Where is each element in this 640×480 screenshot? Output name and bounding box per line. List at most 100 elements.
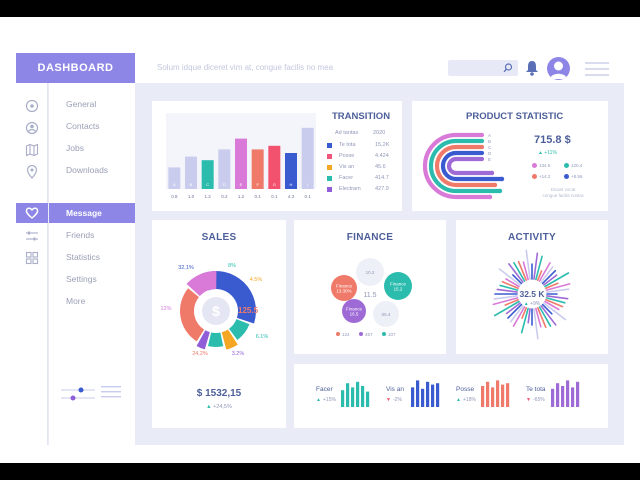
product-delta-text: +11% <box>544 150 557 156</box>
avatar[interactable] <box>547 57 570 80</box>
bubble-label: 05.4 <box>382 312 391 317</box>
finance-bubble[interactable] <box>342 299 366 323</box>
product-caption-line2: congue facilis nostra <box>542 193 584 198</box>
sidebar-item-friends[interactable]: Friends <box>66 230 95 240</box>
activity-ray <box>513 262 526 282</box>
sidebar-item-jobs[interactable]: Jobs <box>66 143 84 153</box>
finance-bubble[interactable] <box>331 275 357 301</box>
sidebar-item-more[interactable]: More <box>66 296 86 306</box>
list-lines-icon[interactable] <box>101 386 121 398</box>
transition-bar[interactable] <box>251 149 264 189</box>
category-tick-label: 4.3 <box>288 194 295 199</box>
transition-bar[interactable] <box>285 153 297 189</box>
finance-center-value: 11.5 <box>363 292 376 299</box>
slice-label: 3.2% <box>232 351 245 357</box>
activity-ray <box>533 308 539 340</box>
transition-bar-chart: A 0.8 B 1.0 C 1.2 D 0.2 E 1.2 F 0.1 G 0.1 H 4.3 I 0.1 <box>166 113 316 199</box>
product-legend-item: 134.5 <box>532 163 550 169</box>
product-arc[interactable] <box>440 150 505 182</box>
activity-ray <box>538 306 552 327</box>
mini-bar <box>361 386 365 407</box>
legend-value: 4.424 <box>375 153 389 159</box>
slice-label: 4.5% <box>250 277 263 283</box>
activity-ray <box>512 306 526 327</box>
legend-label: Vis an <box>339 164 355 170</box>
map-icon[interactable] <box>25 143 39 157</box>
hamburger-menu-icon[interactable] <box>585 62 609 76</box>
target-icon[interactable] <box>25 99 39 113</box>
bell-icon[interactable] <box>524 59 540 77</box>
activity-ray <box>543 274 558 286</box>
bar-letter-label: B <box>190 182 193 187</box>
mini-bar <box>576 381 580 407</box>
transition-legend-item: Vis an 45.6 <box>327 163 397 173</box>
activity-ray <box>499 284 519 291</box>
transition-bar[interactable] <box>218 149 231 189</box>
user-icon[interactable] <box>25 121 39 135</box>
sales-slice[interactable] <box>208 332 224 347</box>
legend-label: Te tota <box>339 142 356 148</box>
transition-bar[interactable] <box>235 138 247 189</box>
search-input[interactable] <box>448 60 518 76</box>
transition-bar[interactable] <box>168 167 181 189</box>
arc-letter-label: A <box>488 133 491 138</box>
sidebar-item-downloads[interactable]: Downloads <box>66 165 109 175</box>
sidebar-item-general[interactable]: General <box>66 99 97 109</box>
slice-label: 8% <box>228 263 236 269</box>
sales-slice[interactable] <box>180 288 205 342</box>
sidebar-item-contacts[interactable]: Contacts <box>66 121 100 131</box>
finance-bubble[interactable] <box>356 258 384 286</box>
mini-bar <box>421 388 425 407</box>
product-arc[interactable] <box>428 138 503 194</box>
bubble-label: Finance <box>390 282 407 287</box>
activity-ray <box>505 278 520 288</box>
activity-ray <box>533 252 539 280</box>
activity-ray <box>493 295 518 300</box>
finance-card: FINANCE 10.2 Finance 15.2 Finance 13.30% Fina… <box>294 220 446 354</box>
location-pin-icon[interactable] <box>25 165 39 179</box>
legend-swatch <box>327 143 332 148</box>
table-header-name: Ad tantas <box>335 130 359 136</box>
activity-ray <box>505 302 521 315</box>
activity-radial-chart <box>492 249 571 340</box>
transition-bar[interactable] <box>268 145 281 189</box>
activity-ray <box>501 280 519 290</box>
product-legend-label: 120.4 <box>571 163 583 168</box>
sliders-icon[interactable] <box>25 229 39 243</box>
volume-sliders-icon[interactable] <box>61 386 95 402</box>
sidebar-item-statistics[interactable]: Statistics <box>66 252 101 262</box>
mini-bar <box>481 386 485 407</box>
product-arc[interactable] <box>446 156 495 176</box>
transition-bar[interactable] <box>201 160 214 189</box>
slice-label: 24,2% <box>192 351 208 357</box>
finance-bubble[interactable] <box>384 272 412 300</box>
mini-bar <box>351 387 355 407</box>
grid-icon[interactable] <box>25 251 39 265</box>
arc-letter-label: E <box>488 157 491 162</box>
activity-ray <box>544 300 560 311</box>
finance-bubble[interactable] <box>373 301 399 327</box>
product-arc[interactable] <box>422 132 493 200</box>
sales-slice[interactable] <box>229 319 250 340</box>
sales-center-value: 125.5 <box>238 306 259 315</box>
sidebar-item-settings[interactable]: Settings <box>66 274 97 284</box>
product-arc[interactable] <box>434 144 498 188</box>
sidebar-item-message[interactable]: Message <box>49 203 135 223</box>
product-legend-label: +14.2 <box>539 174 551 179</box>
activity-ray <box>504 298 519 306</box>
sales-slice[interactable] <box>196 330 210 350</box>
sales-slice[interactable] <box>186 271 217 297</box>
heart-icon[interactable] <box>25 206 39 220</box>
sales-slice[interactable] <box>221 329 238 350</box>
activity-ray <box>527 308 531 324</box>
finance-legend-label: 457 <box>365 332 373 337</box>
slice-label: 6.1% <box>256 334 269 340</box>
activity-ray <box>536 270 543 281</box>
transition-bar[interactable] <box>185 156 197 189</box>
mini-bar <box>366 391 370 407</box>
mini-bar <box>431 384 435 407</box>
brand-logo[interactable]: DASHBOARD <box>16 53 135 83</box>
search-icon[interactable] <box>503 63 513 73</box>
transition-bar[interactable] <box>301 127 314 189</box>
